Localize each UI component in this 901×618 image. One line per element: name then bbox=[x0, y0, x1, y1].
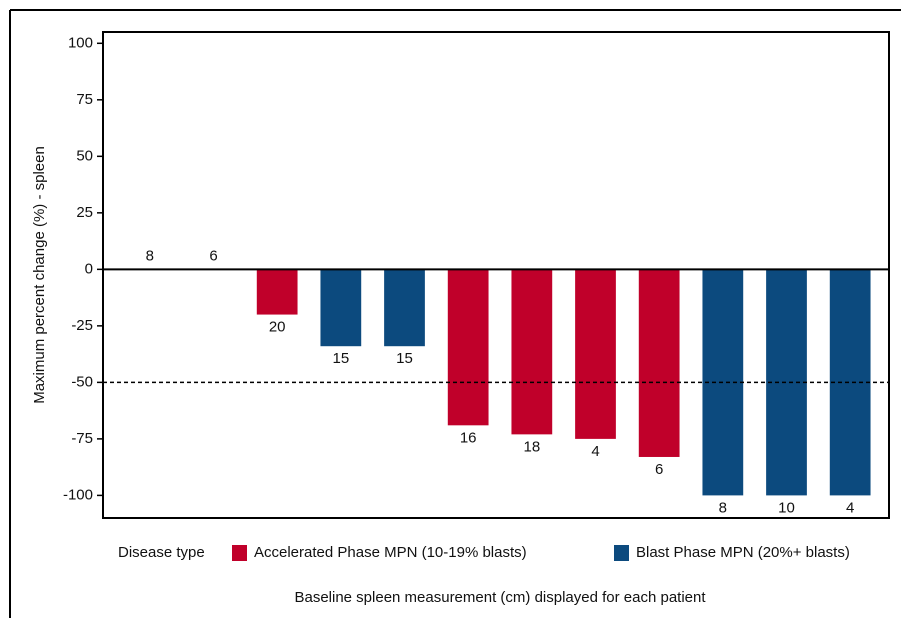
legend-title: Disease type bbox=[118, 544, 205, 561]
bar bbox=[320, 269, 362, 347]
y-tick-label: -75 bbox=[71, 430, 93, 447]
bar-label: 6 bbox=[655, 461, 663, 478]
bar bbox=[766, 269, 807, 496]
bar-label: 10 bbox=[778, 499, 795, 516]
y-axis-label: Maximum percent change (%) - spleen bbox=[31, 146, 48, 404]
bar-label: 4 bbox=[591, 443, 599, 460]
bar-label: 15 bbox=[396, 350, 413, 367]
y-tick-label: -50 bbox=[71, 373, 93, 390]
bar bbox=[511, 269, 553, 435]
y-tick-label: 100 bbox=[68, 34, 93, 51]
y-tick-label: -100 bbox=[63, 486, 93, 503]
legend-swatch bbox=[614, 545, 629, 561]
bar-label: 4 bbox=[846, 499, 854, 516]
y-tick-label: 50 bbox=[76, 147, 93, 164]
bar-label: 18 bbox=[523, 438, 540, 455]
bar bbox=[447, 269, 489, 426]
legend-label: Blast Phase MPN (20%+ blasts) bbox=[636, 544, 850, 561]
bar bbox=[384, 269, 425, 347]
x-axis-label: Baseline spleen measurement (cm) display… bbox=[294, 589, 706, 606]
bar bbox=[575, 269, 616, 439]
plot-frame bbox=[102, 31, 890, 519]
bar bbox=[638, 269, 680, 457]
bar-label: 6 bbox=[209, 247, 217, 264]
bar-label: 16 bbox=[460, 429, 477, 446]
legend-label: Accelerated Phase MPN (10-19% blasts) bbox=[254, 544, 527, 561]
y-tick-label: 0 bbox=[85, 260, 93, 277]
bar-label: 15 bbox=[332, 350, 349, 367]
bar-label: 20 bbox=[269, 319, 286, 336]
bar-label: 8 bbox=[719, 499, 727, 516]
y-tick-label: 25 bbox=[76, 204, 93, 221]
y-tick-label: 75 bbox=[76, 91, 93, 108]
legend-swatch bbox=[232, 545, 247, 561]
bar bbox=[829, 269, 871, 496]
bar-label: 8 bbox=[146, 247, 154, 264]
y-tick-label: -25 bbox=[71, 317, 93, 334]
bar bbox=[256, 269, 298, 315]
